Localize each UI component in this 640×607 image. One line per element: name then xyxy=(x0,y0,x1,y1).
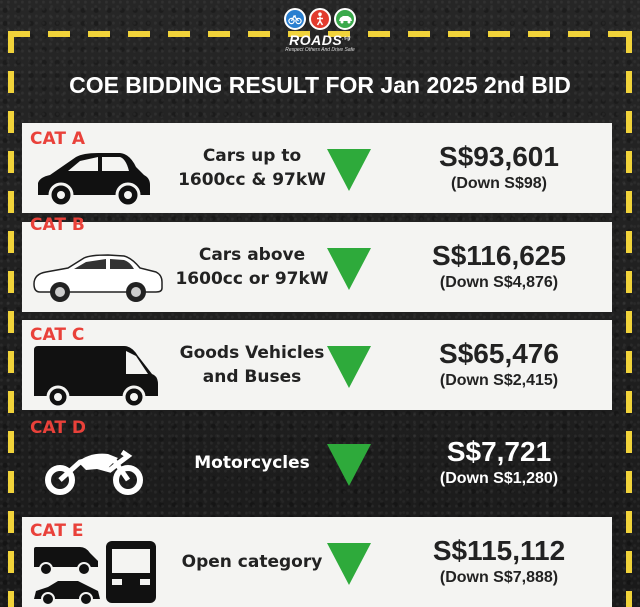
logo-tagline: Respect Others And Drive Safe xyxy=(285,47,355,53)
down-arrow-icon xyxy=(327,248,371,290)
description-line-1: Cars above xyxy=(198,245,306,265)
frame-top-border xyxy=(8,31,632,37)
hatchback-car-icon xyxy=(38,153,150,208)
frame-right-border xyxy=(626,31,632,607)
coe-price: S$115,112 xyxy=(432,535,566,566)
description-line-1: Open category xyxy=(181,552,323,572)
category-label-a: CAT A xyxy=(30,129,85,149)
bicycle-icon xyxy=(284,8,306,30)
category-label-b: CAT B xyxy=(30,215,85,235)
category-card-c: Goods Vehicles and Buses S$65,476 (Down … xyxy=(22,320,612,410)
coe-price: S$65,476 xyxy=(439,338,559,369)
category-card-a: Cars up to 1600cc & 97kW S$93,601 (Down … xyxy=(22,123,612,213)
page-title: COE BIDDING RESULT FOR Jan 2025 2nd BID xyxy=(69,72,571,98)
category-description-a: Cars up to 1600cc & 97kW xyxy=(162,123,342,213)
frame-left-border xyxy=(8,31,14,607)
down-arrow-icon xyxy=(327,149,371,191)
category-description-d: Motorcycles xyxy=(162,418,342,508)
roads-logo: ROADS.sg Respect Others And Drive Safe xyxy=(270,8,370,64)
price-change: (Down S$4,876) xyxy=(439,274,559,291)
price-change: (Down S$7,888) xyxy=(439,569,559,586)
price-block-c: S$65,476 (Down S$2,415) xyxy=(394,320,604,410)
price-block-d: S$7,721 (Down S$1,280) xyxy=(394,418,604,508)
description-line-1: Motorcycles xyxy=(194,453,310,473)
description-line-1: Cars up to xyxy=(202,146,302,166)
description-line-2: 1600cc & 97kW xyxy=(178,170,326,190)
price-change: (Down S$1,280) xyxy=(439,470,559,487)
coe-price: S$7,721 xyxy=(446,436,552,467)
category-card-b: Cars above 1600cc or 97kW S$116,625 (Dow… xyxy=(22,222,612,312)
price-block-b: S$116,625 (Down S$4,876) xyxy=(394,222,604,312)
price-block-e: S$115,112 (Down S$7,888) xyxy=(394,517,604,607)
description-line-2: and Buses xyxy=(202,367,302,387)
description-line-1: Goods Vehicles xyxy=(179,343,325,363)
down-arrow-icon xyxy=(327,346,371,388)
category-card-e: Open category S$115,112 (Down S$7,888) xyxy=(22,517,612,607)
mixed-vehicles-icon xyxy=(34,541,156,606)
motorcycle-icon xyxy=(45,449,143,495)
price-block-a: S$93,601 (Down S$98) xyxy=(394,123,604,213)
down-arrow-icon xyxy=(327,444,371,486)
category-label-e: CAT E xyxy=(30,521,84,541)
van-icon xyxy=(34,346,158,409)
pedestrian-icon xyxy=(309,8,331,30)
price-change: (Down S$98) xyxy=(450,175,547,192)
category-card-d: Motorcycles S$7,721 (Down S$1,280) xyxy=(22,418,612,508)
category-label-d: CAT D xyxy=(30,418,86,438)
down-arrow-icon xyxy=(327,543,371,585)
coe-price: S$116,625 xyxy=(432,240,566,271)
description-line-2: 1600cc or 97kW xyxy=(175,269,329,289)
category-label-c: CAT C xyxy=(30,325,85,345)
sedan-car-icon xyxy=(33,254,163,302)
logo-wordmark: ROADS.sg xyxy=(289,32,351,48)
coe-price: S$93,601 xyxy=(439,141,559,172)
car-icon xyxy=(334,8,356,30)
category-description-b: Cars above 1600cc or 97kW xyxy=(162,222,342,312)
category-description-c: Goods Vehicles and Buses xyxy=(162,320,342,410)
price-change: (Down S$2,415) xyxy=(439,372,559,389)
category-description-e: Open category xyxy=(162,517,342,607)
